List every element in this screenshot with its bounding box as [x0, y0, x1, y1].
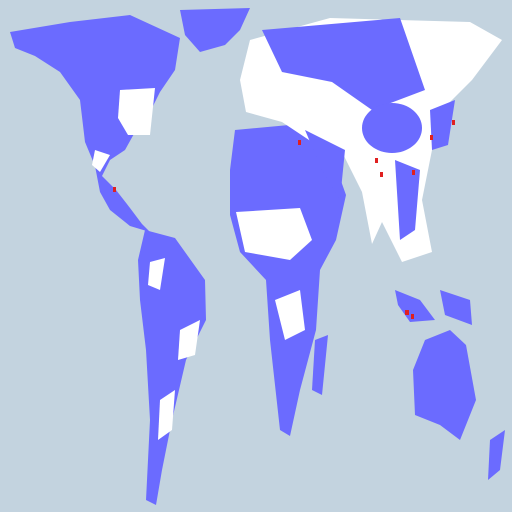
- land-patch: [362, 103, 422, 153]
- land-patch: [118, 88, 155, 135]
- continent: [10, 15, 180, 232]
- land-patch: [305, 130, 345, 200]
- land-patch: [236, 208, 312, 260]
- oceania: [395, 290, 505, 480]
- land-patch: [158, 390, 175, 440]
- marker: [412, 170, 415, 175]
- continent: [230, 124, 346, 436]
- land-patch: [395, 160, 420, 240]
- marker: [411, 314, 414, 319]
- south-america: [138, 230, 206, 505]
- markers: [113, 120, 455, 319]
- new-zealand: [488, 430, 505, 480]
- north-america: [10, 8, 250, 232]
- japan: [430, 100, 455, 150]
- land-patch: [178, 320, 200, 360]
- marker: [452, 120, 455, 125]
- land-patch: [148, 258, 165, 290]
- land-patch: [262, 18, 425, 110]
- greenland: [180, 8, 250, 52]
- marker: [375, 158, 378, 163]
- marker: [405, 310, 409, 315]
- australia: [413, 330, 476, 440]
- islands: [440, 290, 472, 325]
- land-patch: [275, 290, 305, 340]
- land-patch: [92, 150, 110, 172]
- marker: [298, 140, 301, 145]
- eurasia: [240, 18, 502, 262]
- marker: [430, 135, 433, 140]
- marker: [380, 172, 383, 177]
- madagascar: [312, 335, 328, 395]
- africa: [230, 124, 346, 436]
- continent: [138, 230, 206, 505]
- marker: [113, 187, 116, 192]
